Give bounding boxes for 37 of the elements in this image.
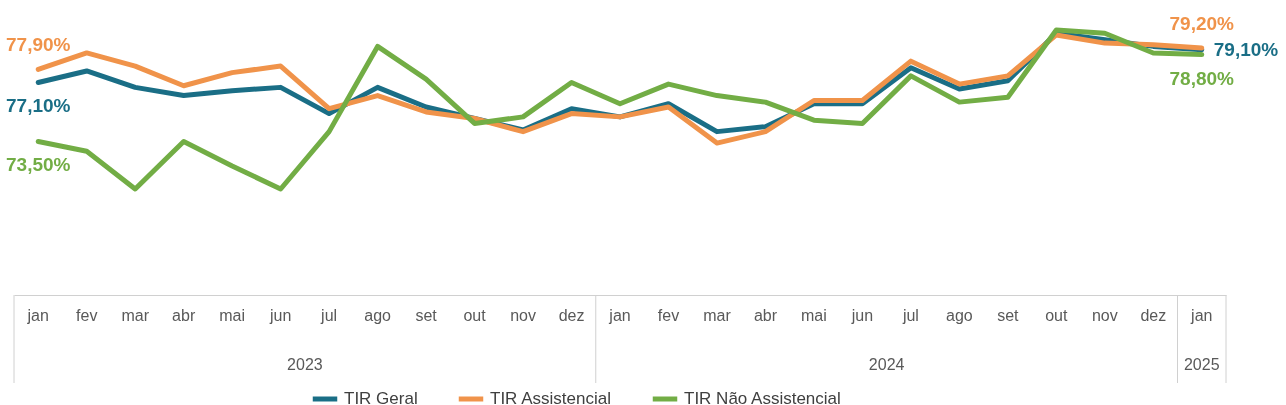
legend-label: TIR Geral	[344, 389, 418, 405]
text: 2023	[287, 356, 323, 373]
x-tick-label: jul	[901, 306, 919, 324]
x-tick-label: mai	[219, 306, 246, 324]
x-tick-label: nov	[1091, 306, 1118, 324]
data-label: 79,20%	[1169, 13, 1235, 35]
x-tick-label: fev	[657, 306, 680, 324]
data-label: 77,10%	[6, 95, 71, 117]
x-tick-label: out	[463, 306, 487, 324]
x-tick-label: jan	[1190, 306, 1213, 324]
x-tick-label: jan	[608, 306, 631, 324]
x-tick-label: dez	[1140, 306, 1167, 324]
x-tick-label: mar	[703, 306, 732, 324]
x-tick-label: out	[1045, 306, 1068, 324]
data-label: 77,90%	[6, 34, 71, 56]
x-tick-label: fev	[76, 306, 98, 324]
x-tick-label: nov	[510, 306, 536, 324]
legend-label: TIR Assistencial	[490, 389, 611, 405]
x-tick-label: ago	[946, 306, 973, 324]
x-tick-label: abr	[753, 306, 778, 324]
x-tick-label: mar	[121, 306, 150, 324]
x-tick-label: dez	[558, 306, 585, 324]
x-tick-label: set	[997, 306, 1020, 324]
text: 2024	[868, 356, 905, 373]
x-tick-label: jun	[850, 306, 874, 324]
data-label: 79,10%	[1213, 38, 1279, 60]
x-tick-label: jan	[26, 306, 49, 324]
x-tick-label: abr	[172, 306, 196, 324]
x-tick-label: jul	[320, 306, 338, 324]
data-label: 73,50%	[6, 154, 71, 176]
text: 2025	[1183, 356, 1220, 373]
x-tick-label: ago	[364, 306, 392, 324]
legend-label: TIR Não Assistencial	[684, 389, 841, 405]
data-label: 78,80%	[1169, 67, 1235, 89]
x-tick-label: set	[415, 306, 438, 324]
x-tick-label: mai	[801, 306, 827, 324]
x-tick-label: jun	[268, 306, 292, 324]
